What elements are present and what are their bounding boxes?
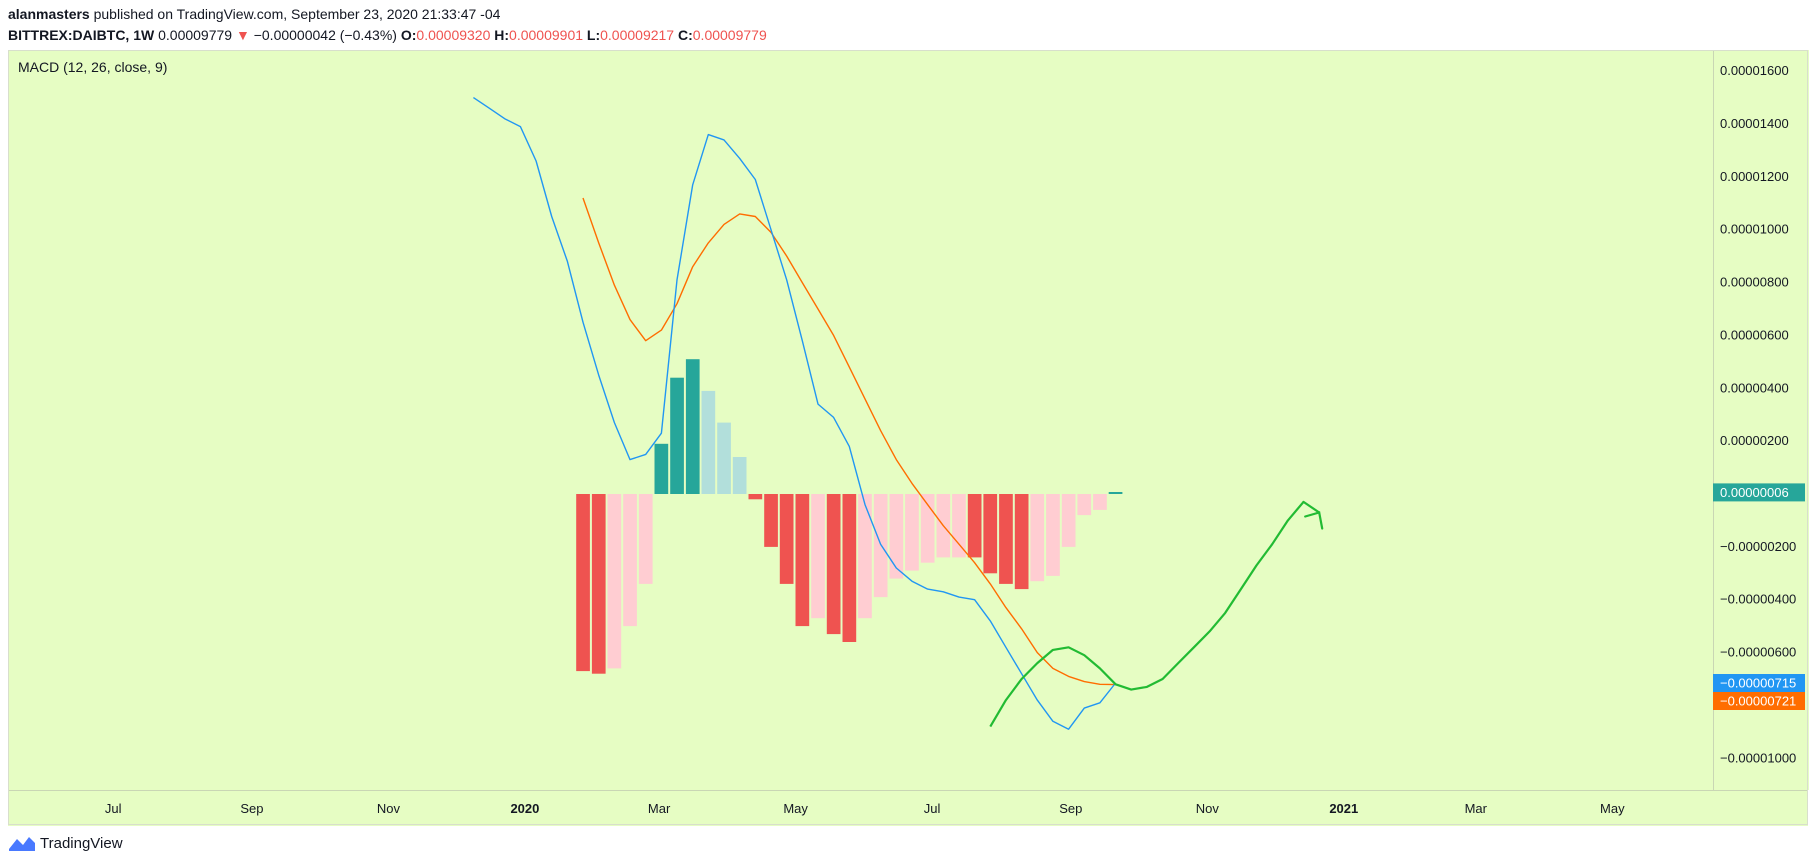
- histogram-bar: [952, 494, 966, 558]
- histogram-bar: [764, 494, 778, 547]
- histogram-bar: [889, 494, 904, 579]
- histogram-bar: [591, 494, 606, 674]
- x-tick-label: Mar: [1465, 801, 1488, 816]
- histogram-bar: [654, 443, 669, 494]
- x-tick-label: Sep: [240, 801, 263, 816]
- annotation-curve: [989, 501, 1305, 728]
- y-tick-label: 0.00001400: [1720, 116, 1789, 131]
- histogram-bar: [1077, 494, 1092, 516]
- y-tick-label: 0.00001200: [1720, 169, 1789, 184]
- histogram-bar: [905, 494, 919, 571]
- histogram-bar: [999, 494, 1013, 584]
- histogram-bar: [1093, 494, 1107, 510]
- price-scale[interactable]: [1713, 50, 1809, 790]
- last-value-badge: [1713, 674, 1805, 692]
- y-tick-label: −0.00000200: [1720, 539, 1796, 554]
- x-tick-label: 2021: [1329, 801, 1358, 816]
- last-value-badge: [1713, 483, 1805, 502]
- symbol-label: BITTREX:DAIBTC, 1W: [8, 27, 155, 43]
- histogram-bar: [576, 494, 590, 672]
- last-value-label: 0.00000006: [1720, 485, 1789, 500]
- histogram-bar: [701, 390, 716, 494]
- x-tick-label: Nov: [377, 801, 401, 816]
- histogram-bar: [638, 494, 653, 584]
- open-label: O:: [400, 27, 417, 43]
- y-tick-label: 0.00000200: [1720, 433, 1789, 448]
- x-tick-label: Jul: [105, 801, 122, 816]
- histogram-bar: [983, 494, 998, 574]
- histogram-bar: [623, 494, 637, 627]
- histogram-bar: [607, 494, 622, 669]
- signal-line: [582, 197, 1116, 686]
- histogram-bar: [670, 377, 684, 494]
- close-value: 0.00009779: [692, 27, 767, 43]
- histogram-bar: [1046, 494, 1060, 576]
- y-tick-label: 0.00001600: [1720, 63, 1789, 78]
- histogram-bar: [842, 494, 857, 642]
- plot-area[interactable]: [8, 50, 1713, 790]
- histogram-bar: [967, 494, 982, 558]
- histogram-bar: [685, 359, 700, 494]
- histogram-bar: [1030, 494, 1045, 582]
- price-change: −0.00000042 (−0.43%): [253, 27, 397, 43]
- histogram-bar: [1108, 492, 1123, 494]
- y-tick-label: −0.00001000: [1720, 750, 1796, 765]
- published-text: published on TradingView.com, September …: [93, 6, 501, 22]
- x-tick-label: 2020: [510, 801, 539, 816]
- tradingview-logo-icon: [9, 837, 35, 851]
- x-tick-label: May: [1600, 801, 1625, 816]
- low-value: 0.00009217: [600, 27, 675, 43]
- x-tick-label: Nov: [1196, 801, 1220, 816]
- publish-line: alanmasters published on TradingView.com…: [8, 4, 767, 25]
- y-tick-label: 0.00000600: [1720, 327, 1789, 342]
- x-tick-label: Sep: [1059, 801, 1082, 816]
- low-label: L:: [586, 27, 601, 43]
- close-label: C:: [677, 27, 693, 43]
- y-tick-label: −0.00000600: [1720, 645, 1796, 660]
- x-tick-label: Mar: [648, 801, 671, 816]
- x-tick-label: May: [783, 801, 808, 816]
- y-tick-label: −0.00000400: [1720, 592, 1796, 607]
- histogram-bar: [826, 494, 841, 635]
- y-tick-label: 0.00001000: [1720, 222, 1789, 237]
- histogram-bar: [1014, 494, 1029, 590]
- histogram-bar: [748, 494, 763, 500]
- y-tick-label: 0.00000800: [1720, 275, 1789, 290]
- histogram-bar: [779, 494, 794, 584]
- macd-line: [473, 97, 1117, 730]
- histogram-bar: [717, 422, 731, 494]
- annotation-arrow-icon: [1302, 500, 1324, 530]
- chart-header: alanmasters published on TradingView.com…: [8, 4, 767, 46]
- high-value: 0.00009901: [509, 27, 584, 43]
- last-price: 0.00009779: [158, 27, 233, 43]
- author-name[interactable]: alanmasters: [8, 6, 90, 22]
- brand-text: TradingView: [40, 834, 123, 852]
- y-tick-label: 0.00000400: [1720, 380, 1789, 395]
- last-value-label: −0.00000715: [1720, 676, 1796, 691]
- histogram-bar: [1061, 494, 1076, 547]
- last-value-badge: [1713, 692, 1805, 710]
- last-value-label: −0.00000721: [1720, 694, 1796, 709]
- histogram-bar: [858, 494, 872, 619]
- time-scale[interactable]: [8, 790, 1808, 826]
- histogram-bar: [732, 457, 747, 494]
- down-triangle-icon: ▼: [235, 27, 250, 43]
- high-label: H:: [494, 27, 510, 43]
- x-tick-label: Jul: [924, 801, 941, 816]
- histogram-bar: [920, 494, 935, 563]
- indicator-legend[interactable]: MACD (12, 26, close, 9): [18, 59, 168, 75]
- histogram-bar: [811, 494, 825, 619]
- footer-brand: TradingView: [8, 834, 123, 852]
- histogram-bar: [873, 494, 888, 598]
- open-value: 0.00009320: [416, 27, 491, 43]
- ohlc-line: BITTREX:DAIBTC, 1W 0.00009779 ▼ −0.00000…: [8, 25, 767, 46]
- histogram-bar: [795, 494, 810, 627]
